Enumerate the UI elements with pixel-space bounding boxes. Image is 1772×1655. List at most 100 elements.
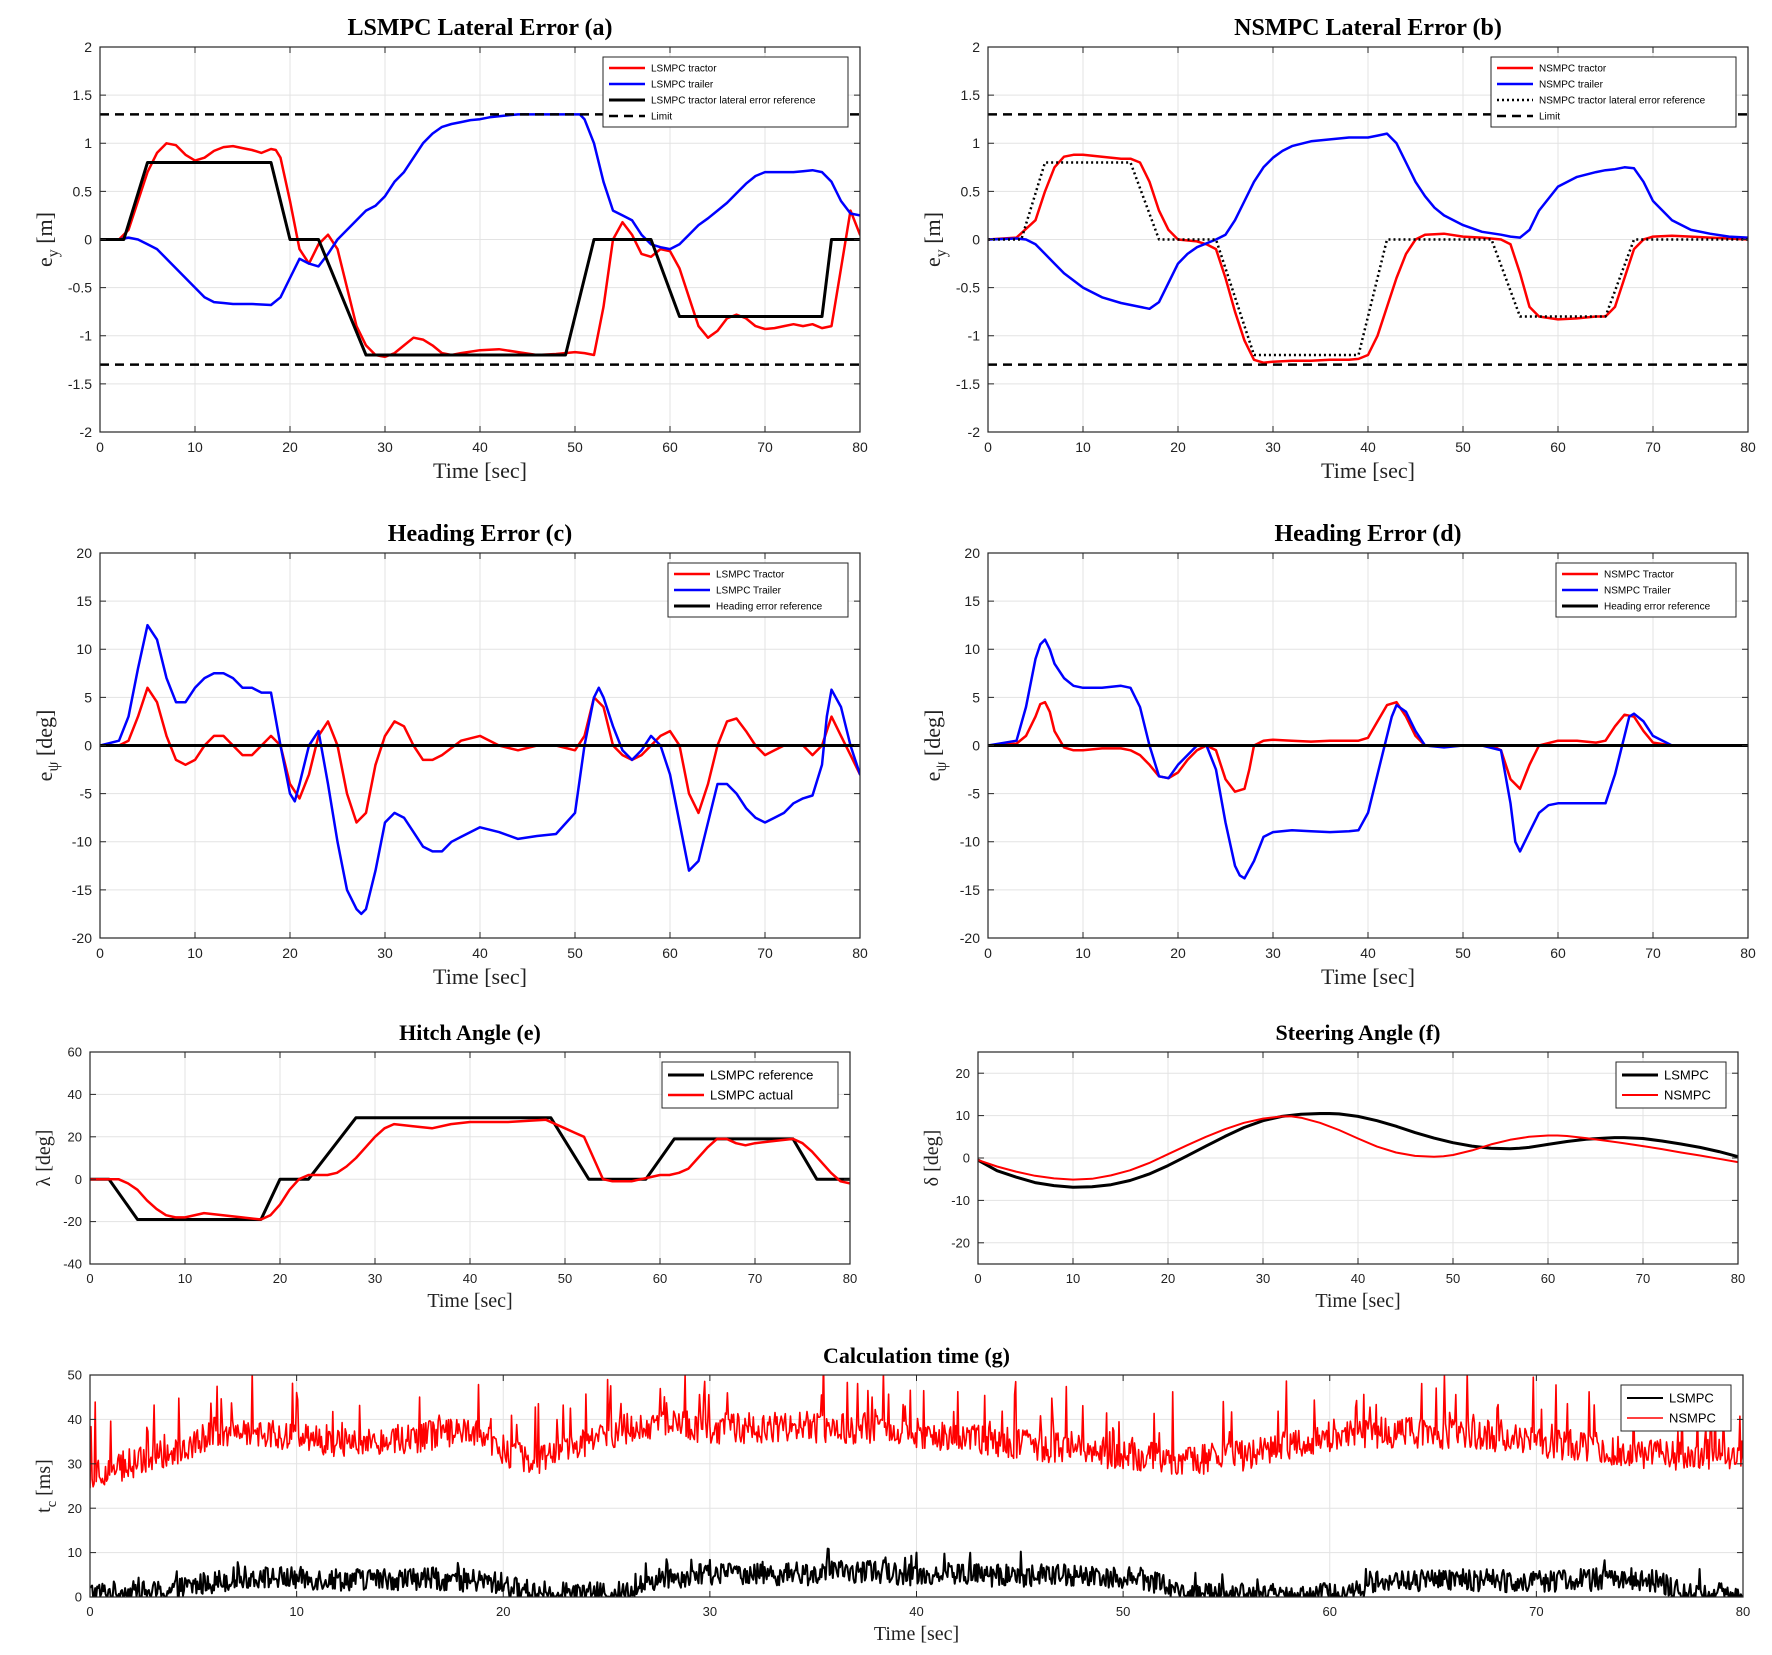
- chart-title-a: LSMPC Lateral Error (a): [347, 15, 612, 41]
- series-line-f-1: [978, 1115, 1738, 1181]
- legend-box-e: [661, 1061, 839, 1109]
- x-axis-label-a: Time [sec]: [433, 458, 527, 483]
- y-tick-label-g-0: 0: [75, 1590, 82, 1605]
- x-tick-label-e-0: 0: [86, 1271, 93, 1286]
- x-axis-label-d: Time [sec]: [1321, 964, 1415, 989]
- y-tick-label-f-4: 20: [956, 1066, 970, 1081]
- x-axis-label-g: Time [sec]: [874, 1623, 959, 1645]
- y-tick-label-a-7: 1.5: [73, 87, 93, 103]
- x-tick-label-a-4: 40: [472, 439, 488, 455]
- x-tick-label-f-6: 60: [1541, 1271, 1555, 1286]
- x-tick-label-g-3: 30: [703, 1604, 717, 1619]
- x-tick-label-c-3: 30: [377, 945, 393, 961]
- legend-label-d-0: NSMPC Tractor: [1604, 570, 1675, 581]
- legend-a: LSMPC tractor LSMPC trailer LSMPC tractor …: [602, 56, 849, 128]
- x-tick-label-a-6: 60: [662, 439, 678, 455]
- x-tick-label-b-5: 50: [1455, 439, 1471, 455]
- legend-label-f-0: LSMPC: [1664, 1068, 1709, 1083]
- x-tick-label-a-7: 70: [757, 439, 773, 455]
- x-tick-label-e-6: 60: [653, 1271, 667, 1286]
- legend-b: NSMPC tractor NSMPC trailer NSMPC tractor …: [1490, 56, 1737, 128]
- series-line-b-1: [988, 132, 1748, 311]
- x-tick-label-g-1: 10: [289, 1604, 303, 1619]
- chart-title-e: Hitch Angle (e): [399, 1020, 541, 1045]
- legend-label-d-1: NSMPC Trailer: [1604, 586, 1671, 597]
- x-tick-label-d-1: 10: [1075, 945, 1091, 961]
- x-axis-label-c: Time [sec]: [433, 964, 527, 989]
- legend-g: LSMPC NSMPC: [1620, 1384, 1732, 1432]
- y-tick-label-e-1: -20: [63, 1214, 82, 1229]
- chart-title-f: Steering Angle (f): [1276, 1020, 1441, 1045]
- x-tick-label-g-2: 20: [496, 1604, 510, 1619]
- series-line-b-2: [988, 161, 1748, 357]
- y-axis-label-sub-c: ψ: [45, 762, 62, 772]
- chart-title-d: Heading Error (d): [1274, 521, 1461, 547]
- legend-label-b-3: Limit: [1539, 112, 1560, 123]
- y-tick-label-g-1: 10: [68, 1545, 82, 1560]
- y-tick-label-e-3: 20: [68, 1129, 82, 1144]
- x-tick-label-g-6: 60: [1323, 1604, 1337, 1619]
- y-axis-label-e: λ [deg]: [33, 1130, 55, 1187]
- chart-e: 0 10 20 30 40 50 60 70 80 -40 -20 0 20 40 60 Hitch Angl…: [33, 1020, 857, 1312]
- series-line-d-0: [988, 700, 1712, 793]
- x-tick-label-f-1: 10: [1066, 1271, 1080, 1286]
- legend-d: NSMPC Tractor NSMPC Trailer Heading error …: [1555, 562, 1737, 618]
- y-tick-label-b-0: -2: [968, 424, 981, 440]
- y-tick-label-g-2: 20: [68, 1501, 82, 1516]
- x-tick-label-g-7: 70: [1529, 1604, 1543, 1619]
- x-tick-label-b-3: 30: [1265, 439, 1281, 455]
- y-tick-label-a-3: -0.5: [68, 280, 92, 296]
- x-tick-label-f-0: 0: [974, 1271, 981, 1286]
- y-tick-label-b-7: 1.5: [961, 87, 981, 103]
- series-group-b: [988, 113, 1748, 366]
- y-axis-label-main-b: e: [920, 257, 945, 267]
- series-group-c: [100, 623, 860, 916]
- y-tick-label-b-2: -1: [968, 328, 981, 344]
- legend-label-a-1: LSMPC trailer: [651, 80, 714, 91]
- y-axis-label-main-g: t: [33, 1507, 55, 1513]
- y-tick-label-c-7: 15: [76, 593, 92, 609]
- y-tick-label-c-1: -15: [72, 882, 92, 898]
- legend-box-g: [1620, 1384, 1732, 1432]
- y-tick-label-c-3: -5: [80, 786, 93, 802]
- y-tick-label-g-5: 50: [68, 1368, 82, 1383]
- y-tick-label-d-3: -5: [968, 786, 981, 802]
- y-axis-label-sub-d: ψ: [933, 762, 950, 772]
- series-line-e-0: [90, 1116, 850, 1221]
- y-tick-label-a-6: 1: [84, 135, 92, 151]
- chart-title-b: NSMPC Lateral Error (b): [1234, 15, 1502, 41]
- x-tick-label-f-7: 70: [1636, 1271, 1650, 1286]
- y-tick-label-c-5: 5: [84, 689, 92, 705]
- series-line-g-1: [90, 1375, 1743, 1489]
- y-tick-label-f-2: 0: [963, 1151, 970, 1166]
- y-axis-label-sub-g: c: [44, 1501, 60, 1507]
- y-tick-label-a-8: 2: [84, 39, 92, 55]
- y-tick-label-c-0: -20: [72, 930, 92, 946]
- legend-label-a-0: LSMPC tractor: [651, 64, 717, 75]
- x-tick-label-b-8: 80: [1740, 439, 1756, 455]
- y-axis-label-unit-f: [deg]: [921, 1130, 943, 1177]
- y-tick-label-b-8: 2: [972, 39, 980, 55]
- y-axis-label-main-e: λ: [33, 1176, 55, 1186]
- x-tick-label-g-0: 0: [86, 1604, 93, 1619]
- x-tick-label-b-0: 0: [984, 439, 992, 455]
- x-tick-label-c-1: 10: [187, 945, 203, 961]
- chart-c: 0 10 20 30 40 50 60 70 80 -20 -15 -10 -5 0 5 10 15 20 Head…: [32, 521, 868, 989]
- x-tick-label-a-3: 30: [377, 439, 393, 455]
- y-tick-label-e-0: -40: [63, 1257, 82, 1272]
- x-tick-label-d-5: 50: [1455, 945, 1471, 961]
- y-tick-label-g-3: 30: [68, 1456, 82, 1471]
- legend-label-e-0: LSMPC reference: [710, 1068, 813, 1083]
- y-tick-label-d-6: 10: [964, 641, 980, 657]
- y-axis-label-unit-g: [ms]: [33, 1459, 55, 1501]
- y-tick-label-g-4: 40: [68, 1412, 82, 1427]
- x-tick-label-b-7: 70: [1645, 439, 1661, 455]
- y-tick-label-d-4: 0: [972, 737, 980, 753]
- legend-label-a-2: LSMPC tractor lateral error reference: [651, 96, 816, 107]
- legend-label-b-1: NSMPC trailer: [1539, 80, 1604, 91]
- y-tick-label-b-4: 0: [972, 231, 980, 247]
- x-tick-label-f-3: 30: [1256, 1271, 1270, 1286]
- x-tick-label-g-8: 80: [1736, 1604, 1750, 1619]
- x-tick-label-e-7: 70: [748, 1271, 762, 1286]
